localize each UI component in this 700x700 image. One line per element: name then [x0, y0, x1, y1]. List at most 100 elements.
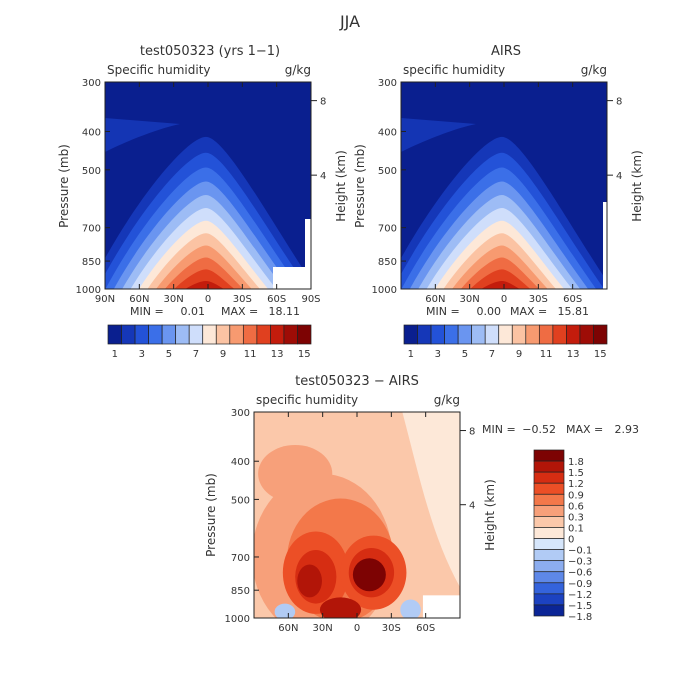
min-value: 0.01 [181, 305, 206, 318]
panel-airs: AIRS specific humidity g/kg 300400500700… [353, 44, 644, 360]
height-tick-label: 8 [469, 427, 475, 438]
colorbar-swatch [579, 324, 594, 345]
height-axis-label: Height (km) [483, 479, 497, 550]
contour-blob [258, 444, 333, 503]
plot-axes: 300 400 500 700 850 1000 60N 30N 0 30S 60S 8 4 [225, 408, 476, 634]
panel-units: g/kg [285, 63, 311, 77]
colorbar-swatch [552, 324, 567, 345]
panel-title: AIRS [491, 44, 521, 59]
colorbar-swatch [533, 571, 565, 584]
height-tick-label: 4 [469, 501, 475, 512]
min-label: MIN = [482, 423, 516, 436]
contour-field [401, 82, 607, 289]
contour-level [174, 269, 235, 289]
colorbar-swatch [202, 324, 217, 345]
colorbar-swatch [229, 324, 244, 345]
y-tick-label: 300 [82, 78, 101, 89]
colorbar-swatch [256, 324, 271, 345]
y-tick-label: 300 [378, 78, 397, 89]
missing-data-mask [305, 219, 311, 289]
colorbar-swatch [533, 604, 565, 617]
colorbar-swatch [270, 324, 285, 345]
x-tick-label: 0 [354, 623, 360, 634]
x-tick-label: 60N [129, 294, 149, 305]
colorbar-swatch [533, 460, 565, 473]
colorbar-swatch [533, 593, 565, 606]
colorbar-swatch [215, 324, 231, 345]
panel-units: g/kg [581, 63, 607, 77]
y-axis-label: Pressure (mb) [353, 144, 367, 228]
colorbar-swatch [297, 324, 312, 345]
x-tick-label: 0 [501, 294, 507, 305]
height-tick-label: 4 [320, 171, 326, 182]
colorbar-swatch [457, 324, 473, 345]
colorbar-label: 0.3 [568, 512, 584, 523]
min-label: MIN = [130, 305, 164, 318]
colorbar-label: 1.8 [568, 457, 584, 468]
colorbar-label: 1 [112, 349, 118, 360]
colorbar-swatch [484, 324, 500, 345]
colorbar-label: −0.9 [568, 579, 592, 590]
contour-blob [352, 558, 386, 592]
colorbar-swatch [533, 538, 565, 550]
panel-subtitle: specific humidity [256, 393, 358, 407]
contour-blob [274, 603, 296, 618]
x-tick-label: 90S [301, 294, 320, 305]
y-tick-label: 850 [82, 257, 101, 268]
contour-blob [297, 564, 322, 598]
panel-units: g/kg [434, 393, 460, 407]
colorbar-swatch [533, 471, 565, 484]
y-tick-label: 400 [231, 457, 250, 468]
colorbar-swatch [417, 324, 432, 345]
height-axis-label: Height (km) [334, 150, 348, 221]
y-tick-label: 700 [82, 224, 101, 235]
x-tick-label: 30S [233, 294, 252, 305]
colorbar-label: 0.1 [568, 523, 584, 534]
x-tick-label: 0 [205, 294, 211, 305]
colorbar-swatch [175, 324, 190, 345]
contour-field [105, 82, 311, 289]
colorbar-label: 9 [516, 349, 522, 360]
x-tick-label: 90N [95, 294, 115, 305]
x-tick-label: 60N [425, 294, 445, 305]
colorbar-label: 0.6 [568, 501, 584, 512]
colorbar: 1.81.51.20.90.60.30.10−0.1−0.3−0.6−0.9−1… [533, 449, 592, 623]
x-tick-label: 30S [529, 294, 548, 305]
y-tick-label: 500 [82, 166, 101, 177]
colorbar-swatch [444, 324, 459, 345]
contour-level [185, 281, 224, 289]
missing-data-mask [422, 595, 460, 618]
colorbar-label: −1.2 [568, 590, 592, 601]
y-tick-label: 500 [378, 166, 397, 177]
height-tick-label: 8 [320, 97, 326, 108]
x-tick-label: 30S [382, 623, 401, 634]
colorbar-label: 1.5 [568, 468, 584, 479]
colorbar-swatch [161, 324, 177, 345]
colorbar-label: −0.6 [568, 568, 592, 579]
panel-title: test050323 − AIRS [295, 374, 419, 389]
colorbar-swatch [121, 324, 136, 345]
colorbar: 1 3 5 7 9 11 13 15 [403, 324, 608, 360]
min-value: 0.00 [477, 305, 502, 318]
colorbar-swatch [533, 482, 565, 495]
contour-level [402, 412, 460, 588]
colorbar-swatch [538, 324, 554, 345]
colorbar-label: 15 [594, 349, 607, 360]
plot-axes: 300 400 500 700 850 1000 60N 30N 0 30S 60S 8 4 [372, 78, 623, 305]
max-label: MAX = [221, 305, 258, 318]
colorbar-label: 0 [568, 535, 574, 546]
y-tick-label: 400 [378, 127, 397, 138]
colorbar-swatch [525, 324, 540, 345]
colorbar-swatch [188, 324, 204, 345]
colorbar-label: 15 [298, 349, 311, 360]
contour-field [254, 412, 460, 618]
colorbar-swatch [593, 324, 608, 345]
colorbar-label: 11 [244, 349, 257, 360]
x-tick-label: 30N [460, 294, 480, 305]
colorbar-label: 11 [540, 349, 553, 360]
colorbar-swatch [533, 527, 565, 539]
colorbar-label: 1.2 [568, 479, 584, 490]
colorbar-swatch [242, 324, 258, 345]
